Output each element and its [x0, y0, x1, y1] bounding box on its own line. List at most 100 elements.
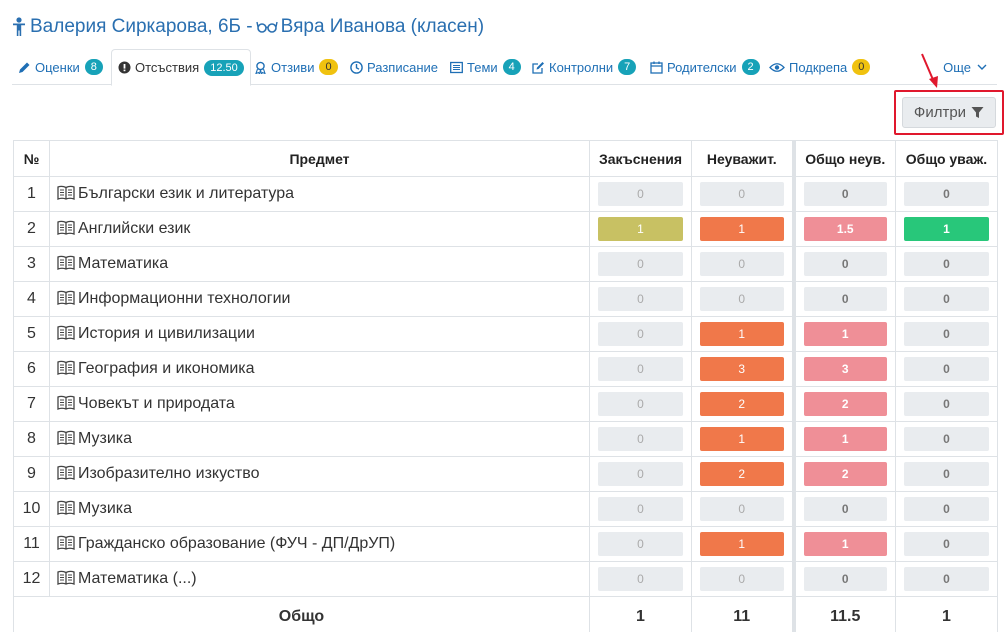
- book-icon: [57, 570, 75, 585]
- reviews-badge: 0: [319, 59, 338, 75]
- subject-cell: Изобразително изкуство: [49, 456, 590, 492]
- row-number: 2: [13, 211, 50, 247]
- total-unexcused-cell: 0: [791, 176, 896, 212]
- subject-cell: Математика: [49, 246, 590, 282]
- unexcused-cell: 0: [691, 561, 794, 597]
- subject-name: Информационни технологии: [78, 290, 291, 307]
- subject-name: Изобразително изкуство: [78, 465, 260, 482]
- total-excused-cell: 0: [895, 526, 998, 562]
- subject-cell: Английски език: [49, 211, 590, 247]
- table-row: 2 Английски език 1 1 1.5 1: [13, 211, 998, 247]
- book-icon: [57, 290, 75, 305]
- tab-bar: Оценки 8 Отсъствия 12.50 Отзиви 0 Разпис…: [12, 49, 997, 86]
- total-excused-value: 0: [904, 287, 989, 311]
- book-icon: [57, 325, 75, 340]
- subject-cell: Човекът и природата: [49, 386, 590, 422]
- award-icon: [255, 61, 266, 74]
- subject-name: Математика (...): [78, 570, 197, 587]
- unexcused-cell: 1: [691, 421, 794, 457]
- total-unexcused-value: 2: [803, 392, 887, 416]
- unexcused-cell: 1: [691, 211, 794, 247]
- total-excused-cell: 0: [895, 246, 998, 282]
- book-icon: [57, 185, 75, 200]
- total-excused-value: 0: [904, 322, 989, 346]
- table-header-row: № Предмет Закъснения Неуважит. Общо неув…: [13, 140, 998, 177]
- late-value: 0: [598, 252, 683, 276]
- total-unexcused-value: 1: [803, 427, 887, 451]
- col-subject: Предмет: [49, 140, 590, 177]
- total-unexcused-cell: 0: [791, 491, 896, 527]
- tab-grades[interactable]: Оценки 8: [18, 49, 103, 85]
- late-value: 0: [598, 427, 683, 451]
- total-excused-cell: 0: [895, 491, 998, 527]
- total-total-unexcused: 11.5: [791, 596, 896, 632]
- total-unexcused-value: 0: [803, 567, 887, 591]
- late-cell: 0: [589, 491, 692, 527]
- tab-tests[interactable]: Контролни 7: [532, 49, 637, 85]
- subject-name: Човекът и природата: [78, 395, 235, 412]
- late-value: 0: [598, 287, 683, 311]
- total-unexcused-value: 1: [803, 322, 887, 346]
- late-cell: 0: [589, 386, 692, 422]
- total-excused-value: 0: [904, 427, 989, 451]
- table-row: 11 Гражданско образование (ФУЧ - ДП/ДрУП)…: [13, 526, 998, 562]
- book-icon: [57, 430, 75, 445]
- book-icon: [57, 360, 75, 375]
- row-number: 5: [13, 316, 50, 352]
- subject-name: Музика: [78, 430, 133, 447]
- tab-support[interactable]: Подкрепа 0: [769, 49, 871, 85]
- absences-table: № Предмет Закъснения Неуважит. Общо неув…: [13, 140, 998, 632]
- tab-absences[interactable]: Отсъствия 12.50: [111, 49, 251, 86]
- total-excused-cell: 0: [895, 351, 998, 387]
- table-row: 7 Човекът и природата 0 2 2 0: [13, 386, 998, 422]
- col-late: Закъснения: [589, 140, 692, 177]
- late-cell: 0: [589, 246, 692, 282]
- book-icon: [57, 255, 75, 270]
- total-excused-cell: 0: [895, 281, 998, 317]
- tab-topics[interactable]: Теми 4: [450, 49, 521, 85]
- unexcused-value: 3: [700, 357, 784, 381]
- total-excused-value: 1: [904, 217, 989, 241]
- col-number: №: [13, 140, 50, 177]
- book-icon: [57, 220, 75, 235]
- total-excused-value: 0: [904, 497, 989, 521]
- unexcused-cell: 0: [691, 176, 794, 212]
- tab-reviews[interactable]: Отзиви 0: [254, 49, 338, 85]
- total-total-excused: 1: [895, 596, 998, 632]
- filter-icon: [971, 107, 984, 118]
- unexcused-cell: 2: [691, 456, 794, 492]
- late-value: 0: [598, 182, 683, 206]
- late-cell: 0: [589, 561, 692, 597]
- total-unexcused-value: 1.5: [803, 217, 887, 241]
- late-value: 0: [598, 462, 683, 486]
- row-number: 6: [13, 351, 50, 387]
- subject-cell: Музика: [49, 421, 590, 457]
- filter-button[interactable]: Филтри: [902, 97, 996, 128]
- tab-schedule[interactable]: Разписание: [350, 49, 438, 85]
- total-excused-value: 0: [904, 532, 989, 556]
- absences-badge: 12.50: [204, 59, 244, 76]
- edit-icon: [532, 61, 544, 74]
- red-arrow-annotation: [921, 53, 938, 88]
- table-row: 1 Български език и литература 0 0 0 0: [13, 176, 998, 212]
- subject-cell: Български език и литература: [49, 176, 590, 212]
- late-value: 0: [598, 392, 683, 416]
- late-value: 0: [598, 497, 683, 521]
- total-unexcused-value: 3: [803, 357, 887, 381]
- late-value: 1: [598, 217, 683, 241]
- total-unexcused-cell: 1: [791, 421, 896, 457]
- late-value: 0: [598, 357, 683, 381]
- subject-cell: История и цивилизации: [49, 316, 590, 352]
- unexcused-cell: 1: [691, 316, 794, 352]
- unexcused-value: 2: [700, 462, 784, 486]
- tab-parents[interactable]: Родителски 2: [650, 49, 760, 85]
- subject-name: Английски език: [78, 220, 191, 237]
- total-unexcused-cell: 2: [791, 386, 896, 422]
- unexcused-cell: 0: [691, 281, 794, 317]
- late-cell: 0: [589, 281, 692, 317]
- total-excused-cell: 0: [895, 386, 998, 422]
- total-excused-value: 0: [904, 392, 989, 416]
- total-excused-value: 0: [904, 182, 989, 206]
- more-dropdown[interactable]: Още: [943, 49, 987, 85]
- book-icon: [57, 535, 75, 550]
